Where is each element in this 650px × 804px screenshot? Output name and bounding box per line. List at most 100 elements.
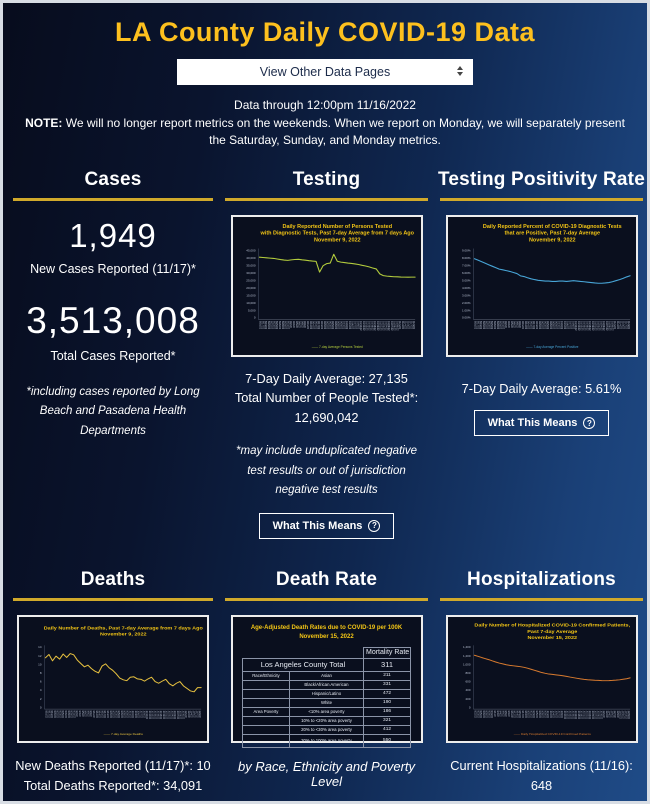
svg-text:9/21/22: 9/21/22 bbox=[529, 710, 531, 718]
svg-text:10/6/22: 10/6/22 bbox=[350, 321, 353, 330]
svg-text:10/8/22: 10/8/22 bbox=[560, 710, 562, 718]
svg-text:11/1/22: 11/1/22 bbox=[601, 710, 603, 718]
svg-text:November 9, 2022: November 9, 2022 bbox=[100, 632, 147, 638]
svg-text:10/2/22: 10/2/22 bbox=[548, 710, 550, 718]
svg-text:9/23/22: 9/23/22 bbox=[328, 321, 331, 330]
svg-text:10/15/22: 10/15/22 bbox=[571, 710, 573, 719]
svg-text:11/9/22: 11/9/22 bbox=[198, 710, 200, 718]
svg-text:10/21/22: 10/21/22 bbox=[582, 710, 584, 719]
svg-text:9/28/22: 9/28/22 bbox=[123, 710, 125, 718]
svg-text:8/22/22: 8/22/22 bbox=[484, 321, 487, 330]
cases-section: Cases 1,949 New Cases Reported (11/17)* … bbox=[11, 169, 215, 539]
svg-text:10/12/22: 10/12/22 bbox=[576, 321, 579, 331]
svg-text:600: 600 bbox=[465, 679, 470, 683]
what-this-means-button-testing[interactable]: What This Means ? bbox=[258, 512, 395, 539]
deaths-chart: Daily Number of Deaths, Past 7-day Avera… bbox=[17, 614, 209, 743]
svg-text:November 9, 2022: November 9, 2022 bbox=[313, 237, 360, 243]
svg-text:10/13/22: 10/13/22 bbox=[579, 321, 582, 331]
data-pages-select[interactable]: View Other Data Pages bbox=[177, 59, 473, 85]
svg-text:9/22/22: 9/22/22 bbox=[540, 321, 543, 330]
svg-text:9/4/22: 9/4/22 bbox=[498, 710, 500, 717]
svg-text:1,000: 1,000 bbox=[462, 662, 470, 666]
svg-text:0: 0 bbox=[468, 705, 470, 709]
svg-text:10/30/22: 10/30/22 bbox=[599, 710, 601, 719]
svg-text:10/7/22: 10/7/22 bbox=[139, 710, 141, 718]
svg-text:9/12/22: 9/12/22 bbox=[512, 710, 514, 718]
svg-text:9/9/22: 9/9/22 bbox=[303, 321, 306, 328]
svg-text:10/1/22: 10/1/22 bbox=[546, 710, 548, 718]
svg-text:9/14/22: 9/14/22 bbox=[515, 710, 517, 718]
svg-text:—— 7-day Average Persons Teste: —— 7-day Average Persons Tested bbox=[311, 345, 362, 349]
svg-text:9/11/22: 9/11/22 bbox=[520, 321, 523, 330]
svg-text:10/24/22: 10/24/22 bbox=[170, 710, 172, 719]
svg-text:November 15, 2022: November 15, 2022 bbox=[527, 635, 577, 641]
svg-text:9/14/22: 9/14/22 bbox=[526, 321, 529, 330]
svg-text:8/20/22: 8/20/22 bbox=[53, 710, 55, 718]
svg-text:11/7/22: 11/7/22 bbox=[409, 321, 412, 330]
svg-text:7.00%: 7.00% bbox=[461, 263, 470, 267]
svg-text:10/2/22: 10/2/22 bbox=[560, 321, 563, 330]
svg-text:11/5/22: 11/5/22 bbox=[610, 710, 612, 718]
deaths-stats: New Deaths Reported (11/17)*: 10 Total D… bbox=[11, 756, 215, 797]
svg-text:10/16/22: 10/16/22 bbox=[585, 321, 588, 331]
svg-text:10/7/22: 10/7/22 bbox=[568, 321, 571, 330]
svg-text:8/22/22: 8/22/22 bbox=[269, 321, 272, 330]
mortality-table-title: Age-Adjusted Death Rates due to COVID-19… bbox=[250, 624, 403, 641]
svg-text:9/29/22: 9/29/22 bbox=[554, 321, 557, 330]
svg-text:8/20/22: 8/20/22 bbox=[266, 321, 269, 330]
svg-text:Daily Number of Deaths, Past 7: Daily Number of Deaths, Past 7-day Avera… bbox=[44, 625, 203, 631]
svg-text:November 9, 2022: November 9, 2022 bbox=[528, 237, 575, 243]
svg-text:10/12/22: 10/12/22 bbox=[565, 710, 567, 719]
gold-divider bbox=[13, 197, 213, 201]
what-this-means-label: What This Means bbox=[487, 417, 578, 430]
svg-text:9/2/22: 9/2/22 bbox=[289, 321, 292, 328]
what-this-means-button-positivity[interactable]: What This Means ? bbox=[473, 410, 610, 437]
svg-text:9/20/22: 9/20/22 bbox=[109, 710, 111, 718]
hospitalizations-chart: Daily Number of Hospitalized COVID-19 Co… bbox=[445, 614, 638, 743]
svg-text:9/3/22: 9/3/22 bbox=[292, 321, 295, 328]
svg-text:25,000: 25,000 bbox=[246, 278, 256, 282]
svg-text:10/29/22: 10/29/22 bbox=[596, 710, 598, 719]
svg-text:8/16/22: 8/16/22 bbox=[258, 321, 261, 330]
svg-text:45,000: 45,000 bbox=[246, 248, 256, 252]
svg-text:200: 200 bbox=[465, 697, 470, 701]
svg-text:4.00%: 4.00% bbox=[461, 286, 470, 290]
svg-text:9/20/22: 9/20/22 bbox=[526, 710, 528, 718]
svg-text:2.00%: 2.00% bbox=[461, 300, 470, 304]
svg-text:6.00%: 6.00% bbox=[461, 271, 470, 275]
svg-text:8/29/22: 8/29/22 bbox=[498, 321, 501, 330]
svg-text:8/16/22: 8/16/22 bbox=[44, 710, 46, 718]
svg-text:that are Positive, Past 7-day: that are Positive, Past 7-day Average bbox=[504, 230, 600, 236]
svg-text:8/25/22: 8/25/22 bbox=[61, 710, 63, 718]
svg-text:8/17/22: 8/17/22 bbox=[476, 321, 479, 330]
svg-text:10/4/22: 10/4/22 bbox=[551, 710, 553, 718]
sections-grid: Cases 1,949 New Cases Reported (11/17)* … bbox=[3, 149, 647, 801]
svg-text:8/26/22: 8/26/22 bbox=[481, 710, 483, 718]
svg-text:8/17/22: 8/17/22 bbox=[47, 710, 49, 718]
svg-text:10/2/22: 10/2/22 bbox=[345, 321, 348, 330]
svg-text:9/25/22: 9/25/22 bbox=[117, 710, 119, 718]
death-rate-table-chart: Age-Adjusted Death Rates due to COVID-19… bbox=[230, 614, 423, 748]
svg-text:10/24/22: 10/24/22 bbox=[587, 710, 589, 719]
svg-text:11/8/22: 11/8/22 bbox=[615, 710, 617, 718]
svg-text:400: 400 bbox=[465, 688, 470, 692]
svg-text:30,000: 30,000 bbox=[246, 271, 256, 275]
positivity-chart: Daily Reported Percent of COVID-19 Diagn… bbox=[445, 214, 638, 357]
svg-text:10/12/22: 10/12/22 bbox=[148, 710, 150, 719]
question-mark-icon: ? bbox=[583, 417, 596, 430]
svg-text:35,000: 35,000 bbox=[246, 263, 256, 267]
svg-text:9/9/22: 9/9/22 bbox=[506, 710, 508, 717]
svg-text:8/23/22: 8/23/22 bbox=[487, 321, 490, 330]
svg-text:6: 6 bbox=[40, 679, 42, 683]
testing-chart: Daily Reported Number of Persons Tested w… bbox=[230, 214, 423, 357]
svg-text:9/3/22: 9/3/22 bbox=[507, 321, 510, 328]
svg-text:10/19/22: 10/19/22 bbox=[162, 710, 164, 719]
svg-text:10/9/22: 10/9/22 bbox=[142, 710, 144, 718]
svg-text:8/28/22: 8/28/22 bbox=[495, 321, 498, 330]
svg-text:11/5/22: 11/5/22 bbox=[193, 710, 195, 718]
svg-text:11/1/22: 11/1/22 bbox=[613, 321, 616, 330]
svg-text:10,000: 10,000 bbox=[246, 300, 256, 304]
svg-text:Daily Reported Number of Perso: Daily Reported Number of Persons Tested bbox=[282, 223, 392, 229]
total-cases-value: 3,513,008 bbox=[26, 299, 200, 341]
svg-text:9/19/22: 9/19/22 bbox=[106, 710, 108, 718]
